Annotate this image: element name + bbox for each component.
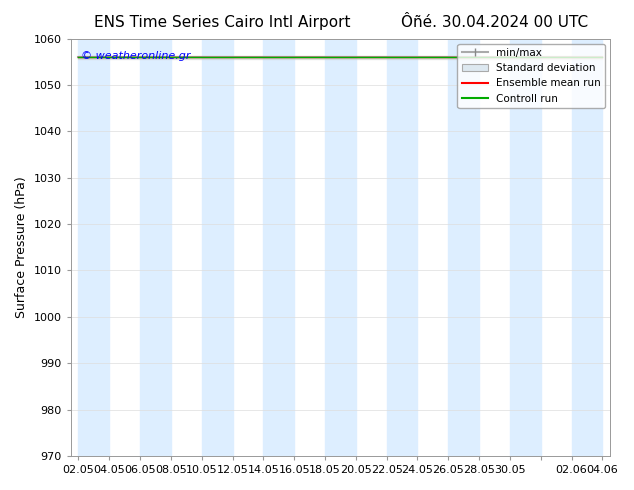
Bar xyxy=(572,39,602,456)
Bar xyxy=(448,39,479,456)
Text: Ôñé. 30.04.2024 00 UTC: Ôñé. 30.04.2024 00 UTC xyxy=(401,15,588,30)
Y-axis label: Surface Pressure (hPa): Surface Pressure (hPa) xyxy=(15,176,28,318)
Bar xyxy=(325,39,356,456)
Bar xyxy=(387,39,417,456)
Legend: min/max, Standard deviation, Ensemble mean run, Controll run: min/max, Standard deviation, Ensemble me… xyxy=(458,44,605,108)
Bar xyxy=(79,39,109,456)
Text: ENS Time Series Cairo Intl Airport: ENS Time Series Cairo Intl Airport xyxy=(94,15,350,30)
Bar xyxy=(140,39,171,456)
Bar xyxy=(510,39,541,456)
Bar xyxy=(263,39,294,456)
Bar xyxy=(202,39,233,456)
Text: © weatheronline.gr: © weatheronline.gr xyxy=(82,51,191,61)
